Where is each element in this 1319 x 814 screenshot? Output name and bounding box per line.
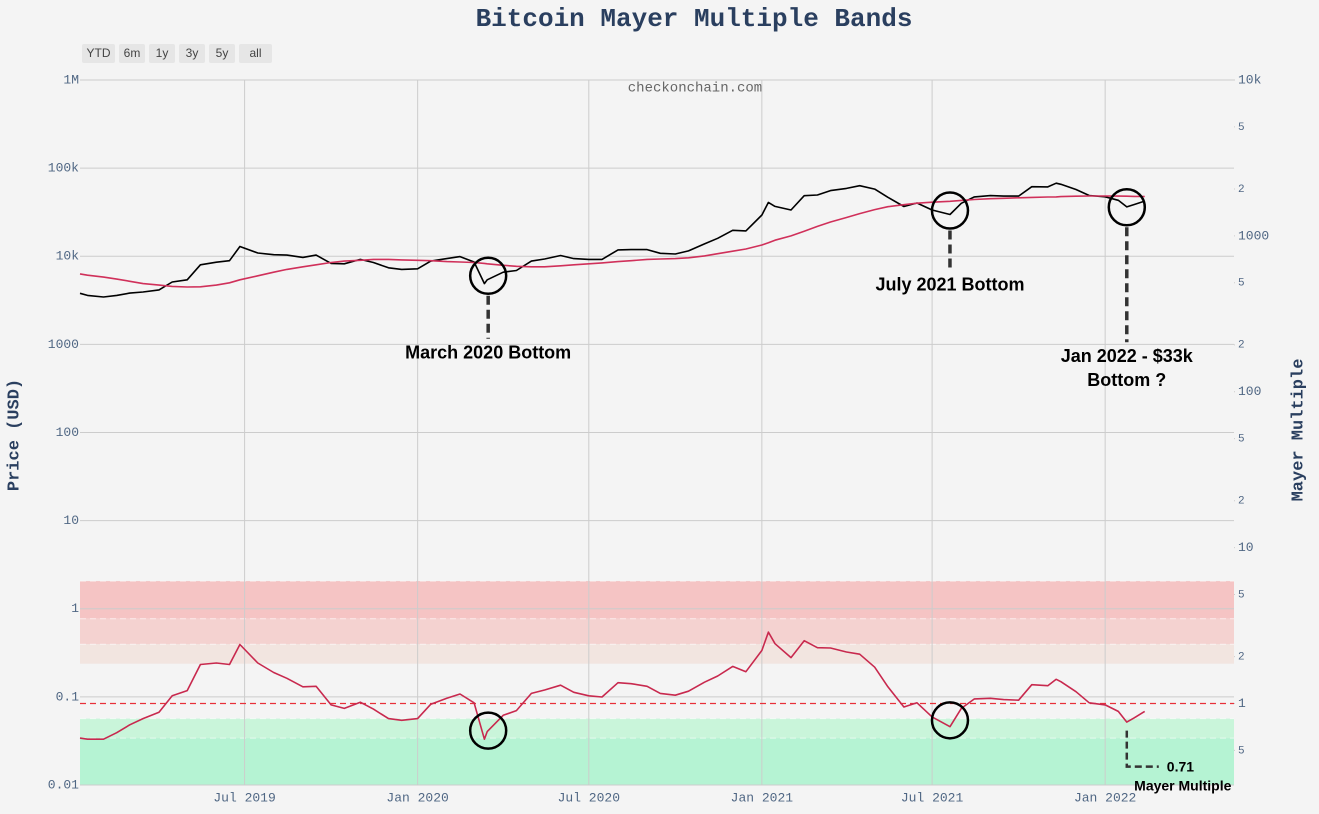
highlight-circle (930, 191, 970, 230)
y2-axis-title: Mayer Multiple (1289, 359, 1308, 502)
range-button-label[interactable]: 5y (216, 46, 229, 60)
y-tick-label: 1000 (48, 337, 79, 352)
highlight-circle (468, 711, 508, 750)
y-tick-label: 0.1 (56, 689, 80, 704)
x-tick-label: Jan 2021 (731, 790, 794, 805)
y2-tick-label: 10 (1238, 540, 1254, 555)
y2-tick-label: 2 (1238, 340, 1245, 352)
series-line (79, 182, 1145, 298)
band (80, 738, 1234, 785)
y2-tick-label: 2 (1238, 651, 1245, 663)
range-button-label[interactable]: 3y (186, 46, 199, 60)
highlight-circle (1107, 187, 1147, 227)
annotation: Bottom ? (1087, 370, 1166, 390)
y2-tick-label: 5 (1238, 122, 1245, 134)
x-tick-label: Jan 2020 (386, 790, 448, 805)
y-tick-label: 10 (63, 513, 79, 528)
x-tick-label: Jul 2019 (213, 790, 275, 805)
y-tick-label: 100 (56, 425, 79, 440)
annotation-arrow (1125, 730, 1159, 768)
range-button[interactable] (149, 44, 175, 63)
y2-tick-label: 5 (1238, 745, 1245, 757)
range-button[interactable] (209, 44, 235, 63)
y2-tick-label: 10k (1238, 72, 1262, 87)
annotation: Mayer Multiple (1134, 777, 1231, 793)
y2-tick-label: 5 (1238, 434, 1245, 446)
band (80, 718, 1234, 739)
y2-tick-label: 1000 (1238, 228, 1269, 243)
y2-tick-label: 2 (1238, 496, 1245, 508)
range-button[interactable] (179, 44, 205, 63)
annotation: March 2020 Bottom (405, 343, 571, 363)
series-line (79, 631, 1146, 740)
range-button-label[interactable]: YTD (87, 46, 111, 60)
range-button[interactable] (239, 44, 272, 63)
range-button[interactable] (119, 44, 145, 63)
y2-tick-label: 1 (1238, 696, 1246, 711)
chart-title: Bitcoin Mayer Multiple Bands (476, 4, 913, 34)
y2-tick-label: 5 (1238, 589, 1245, 601)
range-button-label[interactable]: 1y (156, 46, 169, 60)
band (80, 644, 1234, 664)
y2-tick-label: 100 (1238, 384, 1261, 399)
band (80, 618, 1234, 645)
highlight-circle (468, 256, 508, 296)
x-tick-label: Jul 2021 (901, 790, 964, 805)
y-tick-label: 10k (56, 249, 80, 264)
highlight-circle (930, 701, 970, 740)
y-tick-label: 0.01 (48, 777, 79, 792)
y-tick-label: 100k (48, 161, 79, 176)
y-tick-label: 1M (63, 72, 79, 87)
y2-tick-label: 2 (1238, 184, 1245, 196)
x-tick-label: Jul 2020 (558, 790, 620, 805)
band (80, 581, 1234, 619)
x-tick-label: Jan 2022 (1074, 790, 1136, 805)
annotation: Jan 2022 - $33k (1061, 346, 1194, 366)
y-tick-label: 1 (71, 601, 79, 616)
watermark: checkonchain.com (628, 81, 762, 97)
annotation: July 2021 Bottom (875, 274, 1024, 294)
y-axis-title: Price (USD) (5, 379, 24, 491)
range-button-label[interactable]: all (249, 46, 261, 60)
series-line (79, 195, 1145, 288)
y2-tick-label: 5 (1238, 278, 1245, 290)
annotation: 0.71 (1167, 758, 1194, 774)
range-button-label[interactable]: 6m (124, 46, 141, 60)
range-button[interactable] (82, 44, 115, 63)
